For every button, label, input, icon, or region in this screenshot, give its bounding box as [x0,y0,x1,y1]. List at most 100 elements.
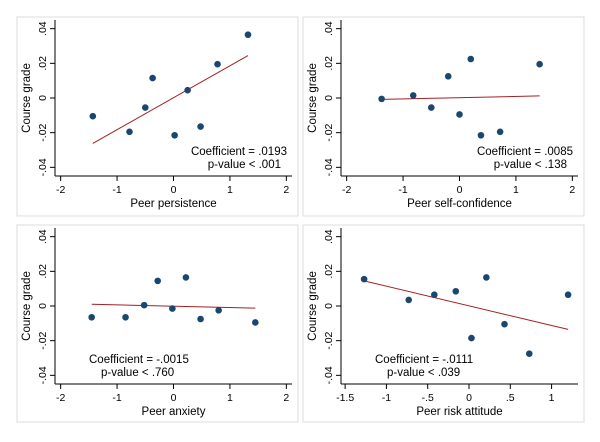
pvalue-label: p-value < .039 [387,367,460,379]
y-tick-label: -.02 [37,123,49,141]
data-point [140,301,148,309]
panel-frame [16,224,299,423]
data-point [184,86,191,94]
x-axis-title: Peer self-confidence [407,198,512,210]
y-axis-title: Course grade [307,63,319,133]
data-point [405,296,413,304]
fit-line [381,95,540,100]
data-point [456,111,463,118]
data-point [444,73,452,80]
data-point [409,92,417,99]
data-point [378,95,385,103]
data-point [468,334,475,342]
panel-frame [302,224,585,423]
y-tick-label: -.04 [323,366,335,384]
x-axis-title: Peer persistence [130,198,216,210]
y-tick-label: -.04 [323,158,335,176]
data-point [252,319,259,326]
data-point [452,287,460,295]
panel-1: -.04 -.02 0 .02 .04 -2 -1 0 1 2 Peer persistence Co… [16,16,299,217]
y-tick-label: -.02 [37,331,49,349]
pvalue-label: p-value < .001 [208,159,281,171]
data-point [431,291,438,299]
x-tick-label: -2 [56,184,65,196]
data-point [171,131,178,139]
x-tick-label: .5 [506,392,515,404]
data-point [477,131,485,139]
data-point [467,55,475,63]
data-point [141,104,149,111]
pvalue-label: p-value < .138 [494,159,567,171]
data-point [169,305,176,312]
fit-line [364,280,569,330]
x-tick-label: -1.5 [336,392,354,404]
y-tick-label: -.04 [37,158,49,176]
data-point [214,60,221,68]
y-tick-label: .04 [323,229,335,244]
data-point [501,320,508,328]
data-point [483,274,490,281]
y-tick-label: 0 [323,303,335,309]
coefficient-label: Coefficient = .0193 [191,146,287,158]
x-tick-label: -1 [398,184,407,196]
coefficient-label: Coefficient = -.0111 [375,354,473,366]
x-tick-label: 0 [466,392,472,404]
x-tick-label: 0 [171,184,177,196]
y-tick-label: .04 [37,229,49,244]
y-tick-label: .02 [323,56,335,71]
fit-line [92,55,249,144]
y-tick-label: -.04 [37,366,49,384]
x-axis-title: Peer anxiety [142,406,206,418]
y-tick-label: 0 [323,95,335,101]
y-axis-title: Course grade [307,271,319,341]
y-tick-label: .02 [323,264,335,279]
panel-4: -.04 -.02 0 .02 .04 -1.5 -1 -.5 0 .5 1 Peer risk at… [302,224,585,423]
y-tick-label: -.02 [323,331,335,349]
x-tick-label: 1 [549,392,555,404]
data-point [427,104,435,111]
y-tick-label: -.02 [323,123,335,141]
x-tick-label: -.5 [422,392,434,404]
y-tick-label: .02 [37,264,49,279]
x-tick-label: 2 [283,392,289,404]
data-point [496,128,504,136]
x-tick-label: 1 [227,392,233,404]
data-point [122,313,129,321]
x-tick-label: 0 [457,184,463,196]
x-tick-label: 2 [283,184,289,196]
y-tick-label: .02 [37,56,49,71]
coefficient-label: Coefficient = .0085 [477,146,573,158]
x-tick-label: 1 [227,184,233,196]
data-point [149,74,156,82]
panel-3: -.04 -.02 0 .02 .04 -2 -1 0 1 2 Peer anxiety Course… [16,224,299,423]
x-tick-label: 1 [513,184,519,196]
data-point [154,277,161,285]
data-point [525,350,533,357]
data-point [89,112,97,120]
y-axis-title: Course grade [21,63,33,133]
x-tick-label: -1 [382,392,391,404]
data-point [360,275,368,283]
data-point [244,31,252,39]
y-tick-label: .04 [323,21,335,36]
data-point [197,315,204,323]
y-axis-title: Course grade [21,271,33,341]
data-point [536,60,543,68]
x-axis-title: Peer risk attitude [416,406,502,418]
x-tick-label: 2 [569,184,575,196]
x-tick-label: -2 [56,392,65,404]
y-tick-label: .04 [37,21,49,36]
data-point [88,313,95,321]
panel-frame [16,16,299,217]
coefficient-label: Coefficient = -.0015 [89,354,189,366]
panel-frame [302,16,585,217]
data-point [197,123,204,130]
x-tick-label: -2 [342,184,351,196]
panel-2: -.04 -.02 0 .02 .04 -2 -1 0 1 2 Peer self-confiden… [302,16,585,217]
x-tick-label: 0 [171,392,177,404]
data-point [126,128,133,136]
data-point [564,291,572,299]
x-tick-label: -1 [112,184,121,196]
